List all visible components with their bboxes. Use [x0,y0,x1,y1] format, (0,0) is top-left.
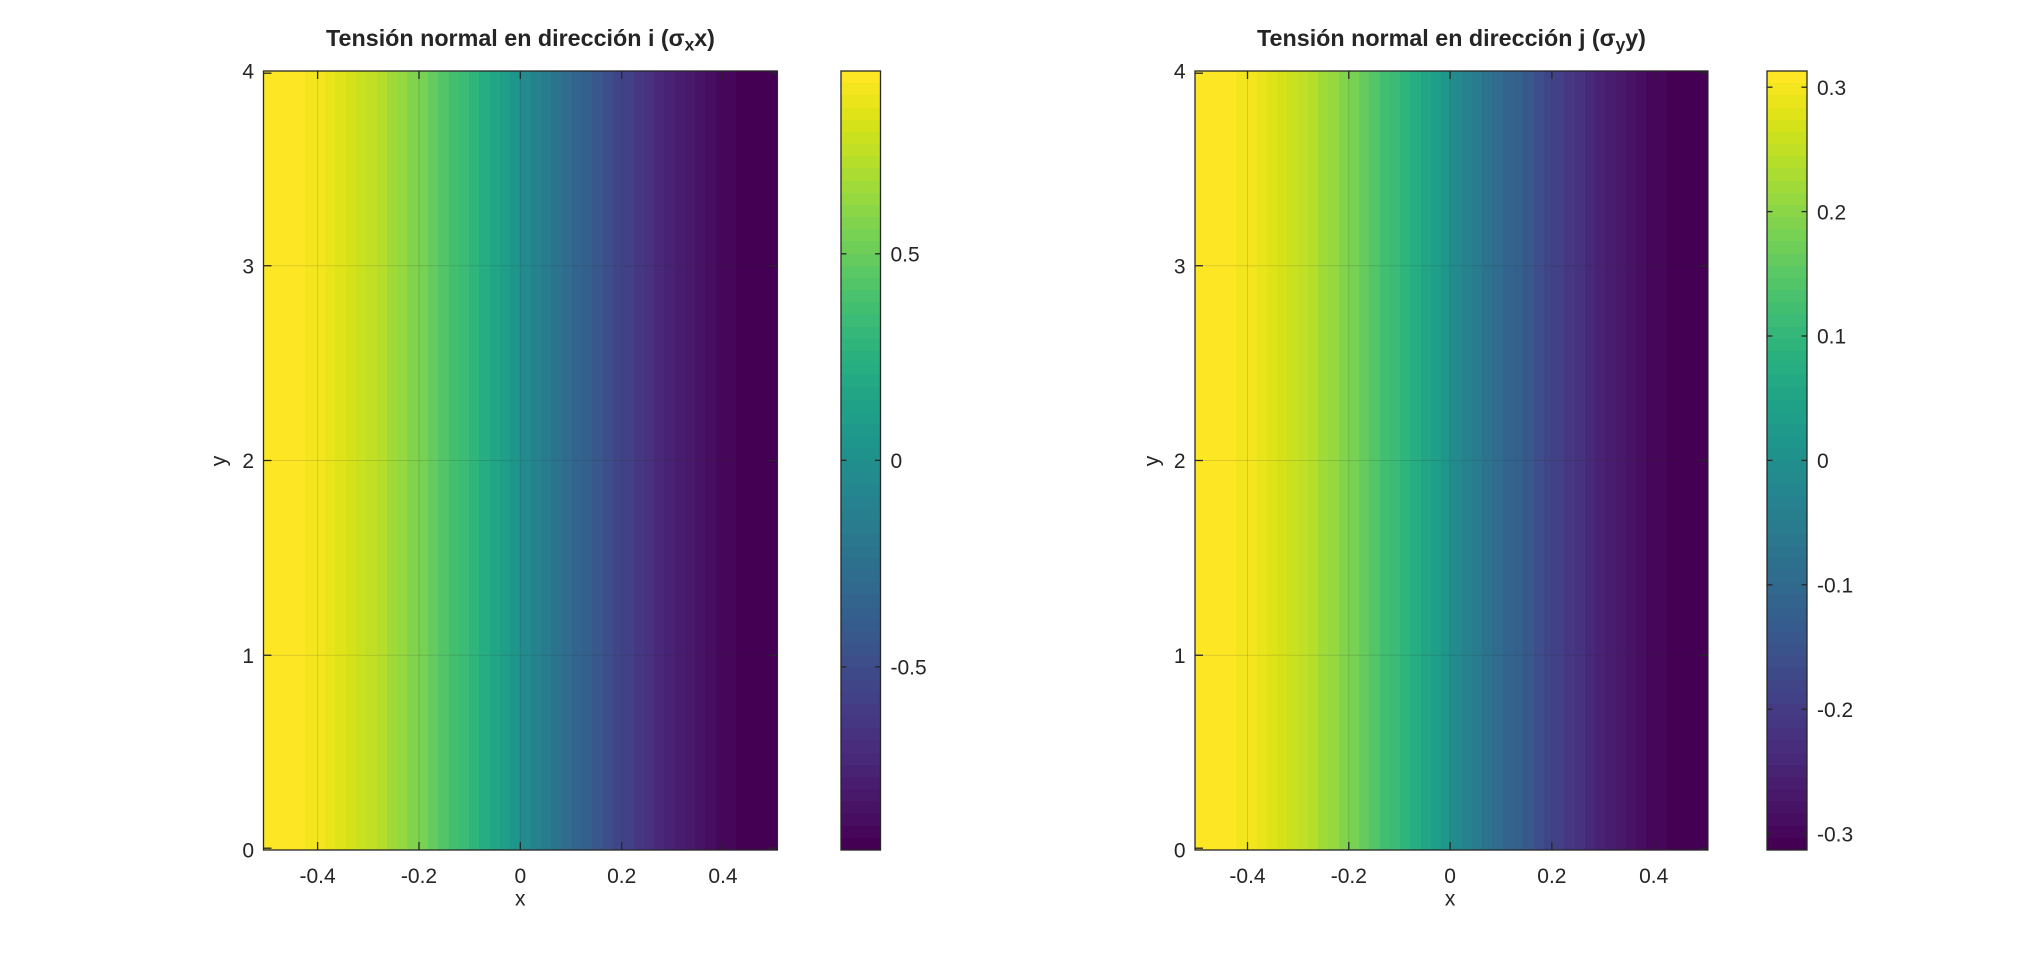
svg-text:0.2: 0.2 [1817,201,1846,224]
svg-text:0.4: 0.4 [708,865,738,888]
svg-text:1: 1 [242,645,254,668]
svg-text:0.1: 0.1 [1817,326,1846,349]
svg-text:-0.2: -0.2 [1817,699,1853,722]
svg-text:3: 3 [1174,255,1186,278]
svg-text:-0.3: -0.3 [1817,823,1853,846]
svg-text:0: 0 [1817,450,1829,473]
svg-text:0: 0 [1444,865,1456,888]
svg-text:0.2: 0.2 [1537,865,1566,888]
svg-text:4: 4 [1174,61,1186,84]
svg-text:y: y [1140,455,1163,466]
svg-text:3: 3 [242,255,254,278]
svg-text:0.2: 0.2 [607,865,636,888]
svg-text:Tensión normal en dirección j: Tensión normal en dirección j (σyy) [1257,25,1646,55]
svg-text:0: 0 [514,865,526,888]
svg-text:x: x [1445,888,1456,911]
svg-text:-0.2: -0.2 [1331,865,1367,888]
svg-text:0: 0 [242,840,254,863]
svg-text:0: 0 [1174,840,1186,863]
svg-text:0: 0 [891,450,903,473]
svg-text:-0.1: -0.1 [1817,574,1853,597]
svg-text:x: x [515,888,526,911]
svg-text:-0.4: -0.4 [300,865,337,888]
svg-text:0.5: 0.5 [891,243,920,266]
svg-text:4: 4 [242,61,254,84]
svg-text:-0.5: -0.5 [891,656,927,679]
svg-text:0.3: 0.3 [1817,77,1846,100]
svg-text:y: y [207,455,230,466]
svg-text:2: 2 [242,450,254,473]
svg-text:-0.2: -0.2 [401,865,437,888]
svg-text:2: 2 [1174,450,1186,473]
svg-text:Tensión normal en dirección i: Tensión normal en dirección i (σxx) [326,25,715,55]
svg-text:-0.4: -0.4 [1229,865,1266,888]
svg-text:1: 1 [1174,645,1186,668]
svg-text:0.4: 0.4 [1639,865,1669,888]
